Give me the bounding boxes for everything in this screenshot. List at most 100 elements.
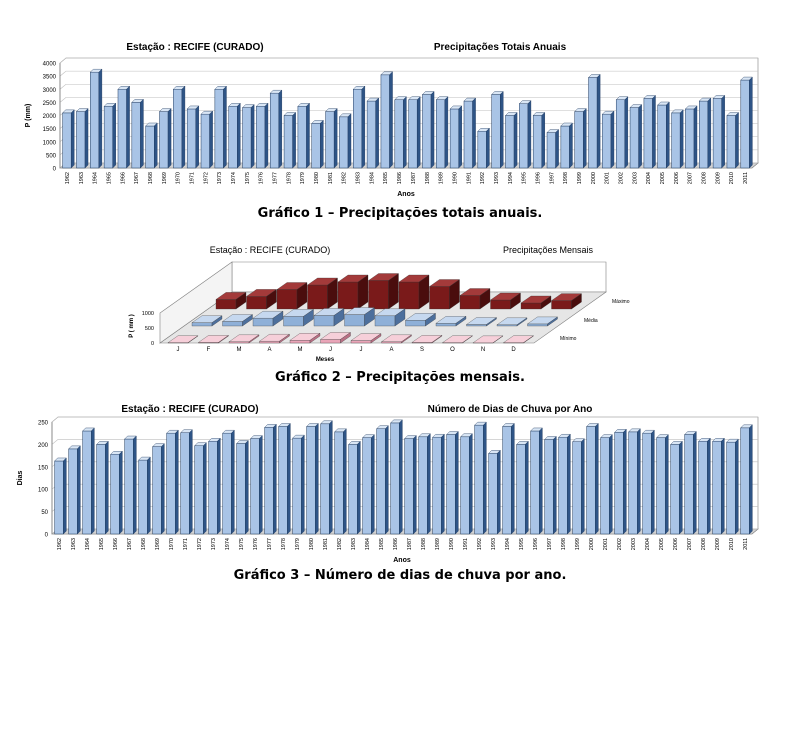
bar-face (228, 341, 250, 344)
chart-title: Estação : RECIFE (CURADO) (210, 245, 331, 255)
bar-side (399, 419, 403, 535)
bar (236, 440, 249, 535)
x-tick-label: 2006 (674, 172, 680, 184)
bar (246, 289, 277, 310)
bar-face (712, 98, 722, 169)
bar-side (287, 422, 291, 535)
x-tick-label: 1988 (421, 538, 427, 550)
bar (82, 427, 95, 535)
bar-side (455, 431, 459, 535)
bar-side (306, 102, 310, 169)
bar-face (574, 111, 584, 169)
x-tick-label: 2003 (632, 172, 638, 184)
bar-face (586, 426, 596, 535)
x-tick-label: 1995 (522, 172, 528, 184)
bar-side (595, 422, 599, 535)
bar (572, 438, 585, 535)
x-tick-label: 1994 (505, 538, 511, 550)
bar-side (217, 437, 221, 535)
x-tick-label: 1989 (439, 172, 445, 184)
bar (381, 334, 412, 344)
bar (411, 335, 443, 344)
bar-face (712, 441, 722, 535)
bar-side (523, 335, 534, 344)
x-tick-label: 2000 (591, 172, 597, 184)
bar-side (596, 73, 601, 169)
x-tick-label: F (207, 347, 211, 353)
bar (208, 437, 221, 535)
bar-face (432, 436, 442, 535)
bar-side (401, 334, 412, 344)
bar (292, 434, 305, 535)
x-tick-label: 1985 (379, 538, 385, 550)
bar-face (76, 111, 86, 169)
bar-side (735, 112, 739, 169)
bar-side (371, 434, 375, 535)
bar-side (315, 422, 319, 535)
x-tick-label: 1998 (563, 172, 569, 184)
bar-face (530, 430, 540, 535)
bar-side (721, 437, 725, 535)
x-tick-label: 1967 (127, 538, 133, 550)
bar-side (167, 108, 172, 169)
bar-side (187, 335, 199, 344)
x-tick-label: 1968 (148, 172, 154, 184)
bar-side (245, 440, 249, 535)
bar-face (250, 438, 260, 535)
bar-face (242, 107, 252, 169)
bar-face (657, 104, 667, 169)
bar-side (161, 443, 165, 535)
bar-face (366, 100, 376, 169)
bar (643, 94, 656, 169)
bar-side (84, 108, 89, 169)
bar-face (103, 106, 113, 169)
grid-line (51, 439, 758, 445)
y-tick-label: 1500 (43, 127, 57, 133)
bar-side (333, 108, 338, 169)
x-tick-label: 1965 (106, 172, 112, 184)
bar-side (63, 457, 67, 535)
bar (276, 282, 308, 310)
bar (463, 97, 477, 169)
x-tick-label: 1974 (231, 172, 237, 184)
bar-face (228, 106, 238, 169)
x-tick-label: 1996 (535, 172, 541, 184)
bar-face (381, 341, 402, 344)
bar-face (629, 107, 639, 169)
bar-side (665, 434, 669, 535)
bar-side (547, 316, 558, 327)
bar-face (339, 116, 349, 169)
bar-face (390, 422, 400, 535)
chart-subtitle: Precipitações Mensais (503, 245, 594, 255)
x-tick-label: 2001 (603, 538, 609, 550)
bar (172, 85, 186, 169)
bar-face (236, 443, 246, 535)
bar (532, 112, 546, 169)
bar-face (615, 99, 626, 169)
bar-side (278, 89, 283, 169)
bar-face (436, 99, 446, 169)
bar (215, 292, 247, 310)
bar-face (350, 340, 372, 344)
x-tick-label: 2004 (645, 538, 651, 550)
x-tick-label: 1970 (169, 538, 175, 550)
bar-face (191, 322, 213, 327)
bar-face (376, 428, 386, 535)
bar (264, 423, 277, 535)
bar (131, 98, 144, 169)
x-tick-label: 1989 (435, 538, 441, 550)
x-tick-label: 1999 (575, 538, 581, 550)
y-axis-label: Dias (17, 471, 24, 486)
x-tick-label: M (298, 347, 303, 353)
bar-side (389, 71, 393, 169)
x-tick-label: 2009 (715, 538, 721, 550)
bar-side (394, 308, 406, 327)
bar (698, 97, 712, 169)
bar-face (520, 302, 542, 310)
bar-face (173, 89, 183, 169)
bar (259, 333, 290, 344)
bar (334, 428, 347, 535)
bar (103, 102, 117, 169)
bar-face (551, 300, 572, 310)
bar-face (283, 115, 293, 169)
